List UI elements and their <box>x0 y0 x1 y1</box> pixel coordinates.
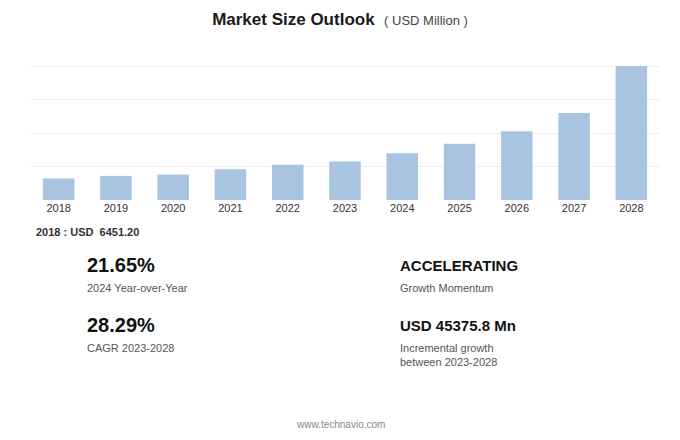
svg-text:2021: 2021 <box>218 202 242 214</box>
svg-text:ACCELERATING: ACCELERATING <box>400 257 518 274</box>
svg-text:2024: 2024 <box>390 202 414 214</box>
svg-text:2026: 2026 <box>505 202 529 214</box>
svg-text:2018 : USD 6451.20: 2018 : USD 6451.20 <box>36 226 139 238</box>
svg-text:2019: 2019 <box>104 202 128 214</box>
svg-text:2025: 2025 <box>447 202 471 214</box>
svg-text:28.29%: 28.29% <box>87 314 155 336</box>
svg-text:2018: 2018 <box>46 202 70 214</box>
svg-text:21.65%: 21.65% <box>87 254 155 276</box>
svg-text:CAGR 2023-2028: CAGR 2023-2028 <box>87 342 174 354</box>
svg-text:2024 Year-over-Year: 2024 Year-over-Year <box>87 282 188 294</box>
svg-text:2023: 2023 <box>333 202 357 214</box>
svg-text:2027: 2027 <box>562 202 586 214</box>
svg-text:Market Size Outlook ( USD Mil: Market Size Outlook ( USD Million ) <box>212 10 468 29</box>
svg-text:www.technavio.com: www.technavio.com <box>296 419 385 430</box>
svg-text:USD 45375.8 Mn: USD 45375.8 Mn <box>400 317 516 334</box>
svg-text:2020: 2020 <box>161 202 185 214</box>
svg-text:Growth Momentum: Growth Momentum <box>400 282 494 294</box>
svg-text:2022: 2022 <box>275 202 299 214</box>
svg-text:Incremental growthbetween 2023: Incremental growthbetween 2023-2028 <box>400 342 497 368</box>
svg-text:2028: 2028 <box>619 202 643 214</box>
